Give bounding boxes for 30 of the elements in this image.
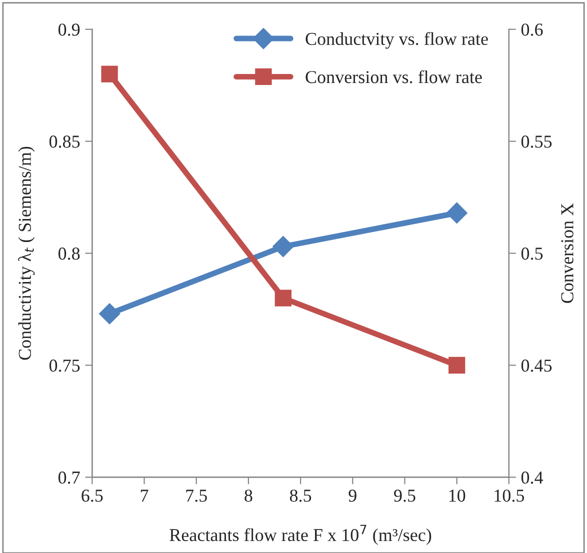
legend-label: Conductvity vs. flow rate [306, 32, 488, 49]
point [446, 202, 468, 224]
y-tick-label: 0.85 [49, 136, 80, 148]
point [99, 303, 120, 324]
y-axis-title: Conductivity λ$_{t}$ ( Siemens/m) [18, 146, 35, 360]
x-tick-label: 9 [348, 490, 356, 502]
y2-tick-label: 0.6 [521, 24, 543, 36]
y-tick-label: 0.8 [58, 248, 80, 260]
x-tick-label: 10 [449, 490, 466, 502]
x-tick-label: 7 [140, 490, 148, 502]
x-tick-label: 9.5 [394, 490, 416, 502]
y2-axis-title: Conversion X [561, 203, 574, 303]
y2-tick-label: 0.4 [521, 471, 544, 484]
y2-tick-label: 0.5 [521, 248, 543, 260]
legend-label: Conversion vs. flow rate [306, 70, 482, 84]
point [272, 236, 294, 258]
x-tick-label: 8 [244, 490, 252, 502]
x-tick-label: 8.5 [290, 490, 312, 502]
point [448, 356, 466, 374]
y-tick-label: 0.9 [58, 24, 80, 36]
point [274, 290, 292, 306]
y-tick-label: 0.7 [58, 471, 80, 484]
point [101, 66, 118, 82]
x-tick-label: 6.5 [82, 490, 103, 502]
x-tick-label: 7.5 [186, 490, 207, 502]
y2-tick-label: 0.55 [521, 136, 552, 148]
x-tick-label: 10.5 [494, 490, 524, 502]
x-axis-title: Reactants flow rate F x 10$^{7}$ (m³/sec) [170, 524, 432, 545]
y-tick-label: 0.75 [49, 360, 80, 372]
y2-tick-label: 0.45 [521, 360, 552, 372]
